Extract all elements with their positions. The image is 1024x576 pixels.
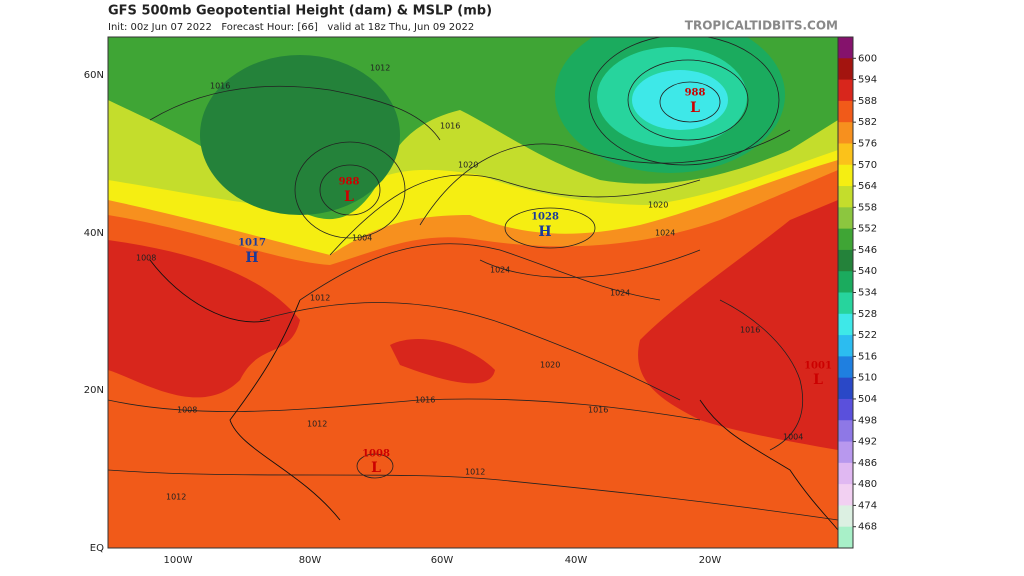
colorbar-swatch [838, 58, 853, 81]
colorbar-swatch [838, 526, 853, 549]
isobar-label: 1024 [610, 289, 630, 298]
lat-label: 20N [84, 385, 104, 396]
colorbar-label: 468 [858, 522, 877, 533]
colorbar-swatch [838, 249, 853, 272]
isobar-label: 1012 [465, 468, 485, 477]
lon-label: 80W [299, 555, 322, 566]
colorbar-label: 498 [858, 415, 877, 426]
colorbar-swatch [838, 79, 853, 102]
isobar-label: 1016 [415, 396, 435, 405]
colorbar-swatch [838, 420, 853, 443]
colorbar-label: 564 [858, 181, 877, 192]
colorbar-label: 546 [858, 245, 877, 256]
colorbar-swatch [838, 398, 853, 421]
isobar-labels: 1012 1016 1016 1020 1004 1024 1024 1024 … [136, 64, 803, 502]
isobar-label: 1016 [588, 406, 608, 415]
lat-label: 40N [84, 228, 104, 239]
colorbar-label: 492 [858, 437, 877, 448]
colorbar-swatch [838, 207, 853, 230]
pressure-centers: 988 L 1028 H 1017 H 988 L 1008 L 1001 L [238, 88, 832, 477]
colorbar-swatch [838, 122, 853, 144]
center-value: 1001 [804, 361, 832, 372]
colorbar-label: 522 [858, 330, 877, 341]
center-value: 1008 [362, 449, 390, 460]
colorbar-swatch [838, 143, 853, 166]
center-value: 988 [685, 88, 706, 99]
isobar-label: 1008 [136, 254, 156, 263]
center-symbol: L [344, 189, 354, 205]
colorbar-swatch [838, 377, 853, 400]
isobar-label: 1004 [352, 234, 372, 243]
colorbar-label: 570 [858, 160, 877, 171]
colorbar-label: 510 [858, 373, 877, 384]
isobar-label: 1024 [490, 266, 510, 275]
colorbar-label: 540 [858, 266, 877, 277]
center-value: 1017 [238, 238, 266, 249]
lat-label: EQ [90, 543, 104, 554]
center-symbol: H [538, 224, 551, 240]
colorbar-swatch [838, 462, 853, 485]
map [108, 37, 838, 548]
colorbar-swatch [838, 37, 853, 59]
colorbar-swatch [838, 356, 853, 379]
center-symbol: L [371, 460, 381, 476]
isobar-label: 1012 [166, 493, 186, 502]
colorbar: 600 594 588 582 576 570 564 558 552 546 540 534 528 5… [837, 36, 877, 549]
colorbar-label: 576 [858, 138, 877, 149]
colorbar-swatch [838, 186, 853, 208]
lon-label: 100W [164, 555, 193, 566]
colorbar-swatch [838, 228, 853, 251]
lon-label: 40W [565, 555, 588, 566]
colorbar-label: 516 [858, 351, 877, 362]
isobar-label: 1020 [648, 201, 668, 210]
isobar-label: 1012 [307, 420, 327, 429]
colorbar-frame [837, 36, 854, 549]
colorbar-label: 588 [858, 96, 877, 107]
subtitle: Init: 00z Jun 07 2022 Forecast Hour: [66… [108, 22, 474, 33]
colorbar-swatch [838, 100, 853, 123]
center-value: 988 [339, 177, 360, 188]
isobar-label: 1008 [177, 406, 197, 415]
isobar-label: 1020 [540, 361, 560, 370]
colorbar-swatch [838, 335, 853, 357]
center-symbol: L [813, 372, 823, 388]
colorbar-swatch [838, 441, 853, 464]
colorbar-label: 480 [858, 479, 877, 490]
longitude-labels: 100W 80W 60W 40W 20W [164, 555, 722, 566]
isobar-label: 1016 [210, 82, 230, 91]
lon-label: 20W [699, 555, 722, 566]
isobar-label: 1016 [740, 326, 760, 335]
isobar-label: 1012 [310, 294, 330, 303]
isobar-label: 1024 [655, 229, 675, 238]
colorbar-swatch [838, 271, 853, 293]
colorbar-label: 600 [858, 53, 877, 64]
isobar-label: 1020 [458, 161, 478, 170]
colorbar-swatch [838, 484, 853, 506]
lon-label: 60W [431, 555, 454, 566]
colorbar-label: 558 [858, 202, 877, 213]
colorbar-label: 474 [858, 500, 877, 511]
colorbar-label: 534 [858, 288, 877, 299]
colorbar-label: 594 [858, 75, 877, 86]
isobar-label: 1016 [440, 122, 460, 131]
center-symbol: L [690, 100, 700, 116]
colorbar-swatch [838, 164, 853, 187]
center-symbol: H [245, 250, 258, 266]
colorbar-swatch [838, 292, 853, 315]
colorbar-label: 552 [858, 224, 877, 235]
isobar-label: 1004 [783, 433, 803, 442]
source: TROPICALTIDBITS.COM [685, 19, 838, 33]
colorbar-swatch [838, 505, 853, 528]
latitude-labels: 60N 40N 20N EQ [84, 70, 104, 554]
lat-label: 60N [84, 70, 104, 81]
colorbar-label: 504 [858, 394, 877, 405]
colorbar-label: 582 [858, 117, 877, 128]
center-value: 1028 [531, 212, 559, 223]
colorbar-label: 528 [858, 309, 877, 320]
colorbar-swatch [838, 313, 853, 336]
title: GFS 500mb Geopotential Height (dam) & MS… [108, 4, 492, 19]
colorbar-label: 486 [858, 458, 877, 469]
isobar-label: 1012 [370, 64, 390, 73]
